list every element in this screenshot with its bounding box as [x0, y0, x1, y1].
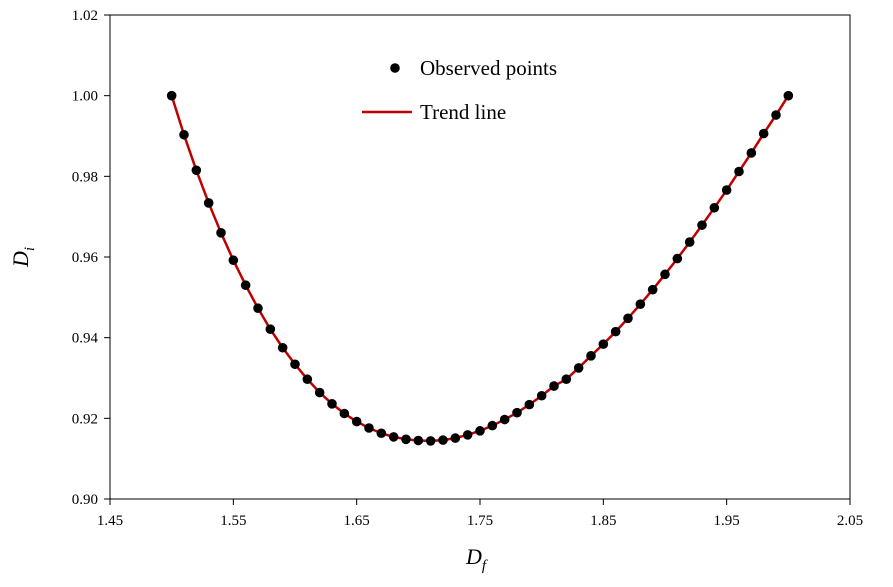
observed-point: [240, 280, 251, 291]
x-axis-label-sub: f: [482, 558, 488, 574]
x-tick-label: 1.95: [714, 513, 740, 529]
observed-point: [290, 359, 300, 370]
observed-point: [549, 381, 559, 391]
observed-point: [302, 374, 313, 385]
observed-point: [623, 313, 633, 324]
observed-point: [709, 202, 720, 213]
observed-point: [487, 420, 498, 431]
observed-point: [265, 324, 276, 335]
observed-point: [475, 426, 485, 436]
observed-point: [351, 416, 362, 427]
observed-point: [401, 434, 411, 445]
x-tick-label: 1.55: [220, 513, 246, 529]
observed-point: [388, 432, 399, 442]
y-axis: 0.90 0.92 0.94 0.96 0.98 1.00 1.02: [72, 8, 110, 508]
observed-point: [191, 165, 202, 176]
observed-point: [425, 436, 436, 446]
observed-point: [524, 399, 535, 410]
observed-point: [697, 220, 707, 230]
observed-point: [327, 399, 337, 409]
observed-point: [277, 342, 288, 353]
observed-point: [364, 423, 374, 433]
legend: Observed points Trend line: [362, 56, 557, 124]
x-tick-label: 1.75: [467, 513, 493, 529]
y-axis-label-sub: i: [22, 247, 38, 251]
x-tick-label: 2.05: [837, 513, 863, 529]
observed-point: [721, 185, 732, 195]
x-axis: 1.45 1.55 1.65 1.75 1.85 1.95 2.05: [97, 499, 863, 529]
observed-point: [771, 110, 781, 120]
x-axis-label: Df: [465, 544, 488, 574]
observed-point: [413, 435, 424, 446]
observed-point: [647, 284, 658, 295]
y-tick-label: 0.92: [72, 411, 98, 427]
observed-point: [512, 407, 522, 418]
observed-point: [203, 198, 214, 208]
legend-label-trend: Trend line: [420, 100, 506, 124]
observed-point: [635, 299, 646, 309]
observed-point: [684, 237, 695, 247]
observed-point: [598, 339, 609, 349]
series-layer: [166, 90, 794, 446]
observed-point: [450, 433, 461, 443]
x-tick-label: 1.45: [97, 513, 123, 529]
x-tick-label: 1.85: [590, 513, 616, 529]
y-axis-label: Di: [8, 247, 38, 268]
observed-point: [573, 363, 584, 373]
x-axis-label-main: D: [465, 544, 482, 569]
y-tick-label: 0.98: [72, 169, 98, 185]
y-axis-label-main: D: [8, 251, 33, 268]
observed-point: [783, 90, 794, 101]
y-tick-label: 1.00: [72, 89, 98, 105]
observed-point: [610, 326, 621, 337]
y-tick-label: 1.02: [72, 8, 98, 24]
observed-point: [462, 430, 473, 440]
observed-point: [672, 253, 683, 264]
observed-point: [499, 414, 510, 425]
observed-point: [314, 387, 325, 398]
observed-point: [660, 269, 670, 280]
observed-point: [536, 390, 547, 401]
observed-point: [758, 128, 769, 139]
observed-point: [216, 228, 226, 238]
x-tick-label: 1.65: [344, 513, 370, 529]
observed-point: [339, 408, 350, 419]
observed-point: [166, 90, 177, 101]
observed-point: [179, 129, 189, 140]
y-tick-label: 0.94: [72, 331, 99, 347]
legend-label-observed: Observed points: [420, 56, 557, 80]
y-tick-label: 0.96: [72, 250, 99, 266]
trend-line: [170, 94, 790, 443]
observed-point: [561, 374, 572, 385]
observed-point: [586, 351, 596, 361]
observed-point: [438, 435, 448, 445]
observed-point: [746, 148, 757, 158]
observed-point: [228, 255, 239, 266]
observed-point: [376, 428, 387, 439]
legend-marker-observed: [390, 63, 400, 73]
observed-point: [734, 166, 744, 177]
observed-point: [253, 303, 263, 314]
y-tick-label: 0.90: [72, 492, 98, 508]
